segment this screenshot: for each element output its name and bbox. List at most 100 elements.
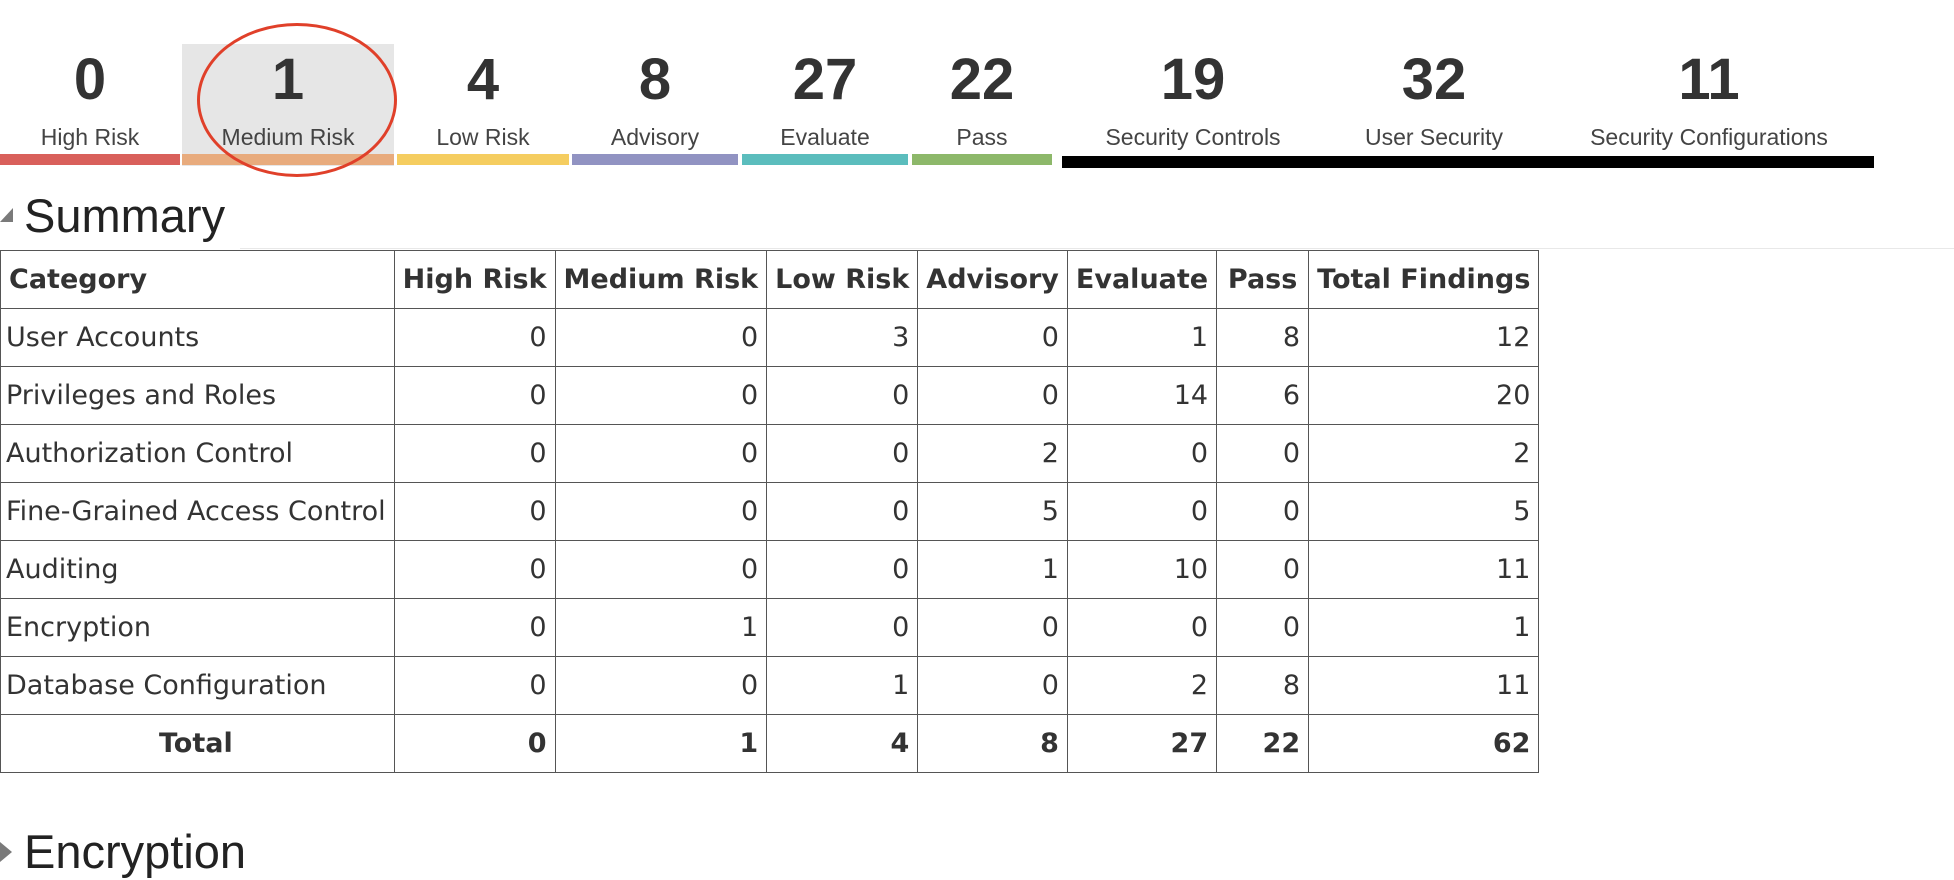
value-cell: 2 xyxy=(1066,656,1218,715)
medium-risk-bar xyxy=(182,154,394,165)
value-cell: 0 xyxy=(766,424,919,483)
stat-high-risk[interactable]: 0 High Risk xyxy=(0,44,180,166)
low-risk-label: Low Risk xyxy=(436,124,530,150)
total-value-cell: 22 xyxy=(1216,714,1310,773)
table-total-row: Total 0 1 4 8 27 22 62 xyxy=(0,714,1540,773)
table-row: Authorization Control 0 0 0 2 0 0 2 xyxy=(0,424,1540,483)
stat-user-security[interactable]: 32 User Security xyxy=(1324,44,1544,168)
user-security-count: 32 xyxy=(1401,47,1467,112)
summary-section-header[interactable]: Summary xyxy=(0,188,225,244)
pass-bar xyxy=(912,154,1052,165)
value-cell: 0 xyxy=(1216,540,1310,599)
evaluate-label: Evaluate xyxy=(780,124,870,150)
table-row: Fine-Grained Access Control 0 0 0 5 0 0 5 xyxy=(0,482,1540,541)
total-value-cell: 4 xyxy=(766,714,919,773)
security-configurations-label: Security Configurations xyxy=(1590,124,1828,150)
total-value-cell: 1 xyxy=(554,714,768,773)
section-divider xyxy=(240,248,1954,249)
low-risk-count: 4 xyxy=(466,47,500,112)
value-cell: 0 xyxy=(393,540,556,599)
summary-table: Category High Risk Medium Risk Low Risk … xyxy=(0,250,1540,773)
column-header-category: Category xyxy=(0,250,395,309)
category-cell: Fine-Grained Access Control xyxy=(0,482,395,541)
encryption-section-header[interactable]: Encryption xyxy=(0,824,246,880)
table-row: Privileges and Roles 0 0 0 0 14 6 20 xyxy=(0,366,1540,425)
value-cell: 0 xyxy=(917,598,1068,657)
medium-risk-label: Medium Risk xyxy=(221,124,355,150)
total-value-cell: 0 xyxy=(393,714,556,773)
security-controls-count: 19 xyxy=(1160,47,1226,112)
total-label-cell: Total xyxy=(0,714,395,773)
value-cell: 0 xyxy=(1066,598,1218,657)
category-cell: Authorization Control xyxy=(0,424,395,483)
value-cell: 0 xyxy=(917,656,1068,715)
value-cell: 12 xyxy=(1308,308,1540,367)
value-cell: 1 xyxy=(554,598,768,657)
advisory-count: 8 xyxy=(638,47,672,112)
column-header-low-risk: Low Risk xyxy=(766,250,919,309)
total-value-cell: 27 xyxy=(1066,714,1218,773)
value-cell: 11 xyxy=(1308,656,1540,715)
column-header-pass: Pass xyxy=(1216,250,1310,309)
value-cell: 0 xyxy=(1066,424,1218,483)
value-cell: 0 xyxy=(393,308,556,367)
security-configurations-bar xyxy=(1544,156,1874,168)
value-cell: 1 xyxy=(1066,308,1218,367)
expand-triangle-icon xyxy=(0,838,14,866)
value-cell: 0 xyxy=(554,308,768,367)
medium-risk-count: 1 xyxy=(271,47,305,112)
value-cell: 0 xyxy=(554,424,768,483)
table-header-row: Category High Risk Medium Risk Low Risk … xyxy=(0,250,1540,309)
total-value-cell: 8 xyxy=(917,714,1068,773)
value-cell: 20 xyxy=(1308,366,1540,425)
value-cell: 0 xyxy=(766,482,919,541)
value-cell: 0 xyxy=(554,656,768,715)
category-cell: Privileges and Roles xyxy=(0,366,395,425)
column-header-total-findings: Total Findings xyxy=(1308,250,1540,309)
value-cell: 0 xyxy=(917,308,1068,367)
evaluate-bar xyxy=(742,154,908,165)
stat-advisory[interactable]: 8 Advisory xyxy=(572,44,738,166)
stat-pass[interactable]: 22 Pass xyxy=(912,44,1052,166)
value-cell: 0 xyxy=(554,482,768,541)
column-header-advisory: Advisory xyxy=(917,250,1068,309)
advisory-bar xyxy=(572,154,738,165)
column-header-evaluate: Evaluate xyxy=(1066,250,1218,309)
table-row: Encryption 0 1 0 0 0 0 1 xyxy=(0,598,1540,657)
value-cell: 5 xyxy=(917,482,1068,541)
advisory-label: Advisory xyxy=(610,124,700,150)
value-cell: 8 xyxy=(1216,308,1310,367)
table-row: Auditing 0 0 0 1 10 0 11 xyxy=(0,540,1540,599)
value-cell: 0 xyxy=(1066,482,1218,541)
value-cell: 14 xyxy=(1066,366,1218,425)
value-cell: 0 xyxy=(393,366,556,425)
value-cell: 11 xyxy=(1308,540,1540,599)
total-value-cell: 62 xyxy=(1308,714,1540,773)
value-cell: 0 xyxy=(1216,598,1310,657)
stat-security-configurations[interactable]: 11 Security Configurations xyxy=(1544,44,1874,168)
value-cell: 0 xyxy=(393,424,556,483)
summary-title: Summary xyxy=(24,189,226,242)
value-cell: 6 xyxy=(1216,366,1310,425)
value-cell: 0 xyxy=(1216,482,1310,541)
value-cell: 0 xyxy=(393,482,556,541)
value-cell: 8 xyxy=(1216,656,1310,715)
stat-medium-risk[interactable]: 1 Medium Risk xyxy=(182,44,394,166)
value-cell: 0 xyxy=(766,540,919,599)
category-cell: Encryption xyxy=(0,598,395,657)
security-configurations-count: 11 xyxy=(1678,47,1740,112)
value-cell: 0 xyxy=(393,598,556,657)
value-cell: 0 xyxy=(766,598,919,657)
value-cell: 0 xyxy=(917,366,1068,425)
stat-security-controls[interactable]: 19 Security Controls xyxy=(1062,44,1324,168)
category-cell: User Accounts xyxy=(0,308,395,367)
value-cell: 0 xyxy=(1216,424,1310,483)
stat-low-risk[interactable]: 4 Low Risk xyxy=(397,44,569,166)
value-cell: 0 xyxy=(554,366,768,425)
stat-evaluate[interactable]: 27 Evaluate xyxy=(742,44,908,166)
table-row: Database Configuration 0 0 1 0 2 8 11 xyxy=(0,656,1540,715)
value-cell: 1 xyxy=(766,656,919,715)
high-risk-label: High Risk xyxy=(40,124,140,150)
column-header-medium-risk: Medium Risk xyxy=(554,250,768,309)
security-controls-label: Security Controls xyxy=(1105,124,1281,150)
